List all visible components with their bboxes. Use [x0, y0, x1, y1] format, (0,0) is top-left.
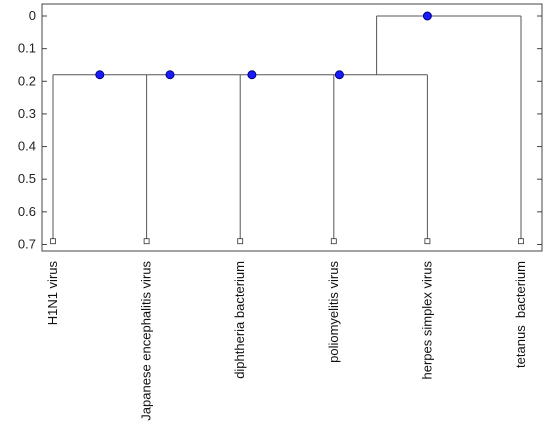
merge-node-dot	[165, 70, 175, 80]
merge-node-dot	[334, 70, 344, 80]
leaf-label: poliomyelitis virus	[326, 261, 341, 363]
leaf-label: diphtheria bacterium	[232, 261, 247, 379]
leaf-labels: H1N1 virus Japanese encephalitis virus dip…	[45, 261, 528, 421]
leaf-marker	[518, 238, 524, 245]
leaf-markers	[50, 238, 524, 245]
y-tick-label: 0.3	[18, 106, 36, 121]
merge-node-dot	[422, 11, 432, 21]
leaf-label: herpes simplex virus	[419, 261, 434, 380]
y-tick-label: 0.7	[18, 236, 36, 251]
y-tick-label: 0.2	[18, 73, 36, 88]
merge-node-dot	[247, 70, 257, 80]
dendrogram-links	[52, 15, 522, 242]
y-tick-label: 0.4	[18, 139, 36, 154]
merge-node-markers	[95, 11, 432, 80]
y-axis: 0 0.1 0.2 0.3 0.4 0.5 0.6 0.7	[18, 8, 542, 251]
leaf-label: H1N1 virus	[45, 261, 60, 326]
leaf-marker	[330, 238, 337, 245]
plot-area-frame	[41, 3, 543, 252]
y-tick-label: 0	[29, 8, 36, 23]
leaf-marker	[424, 238, 431, 245]
leaf-label: Japanese encephalitis virus	[139, 261, 154, 421]
leaf-marker	[237, 238, 244, 245]
leaf-label: tetanus bacterium	[513, 261, 528, 368]
leaf-marker	[143, 238, 150, 245]
y-tick-label: 0.5	[18, 171, 36, 186]
y-tick-label: 0.6	[18, 204, 36, 219]
merge-node-dot	[95, 70, 105, 80]
y-tick-label: 0.1	[18, 41, 36, 56]
leaf-marker	[50, 238, 56, 245]
